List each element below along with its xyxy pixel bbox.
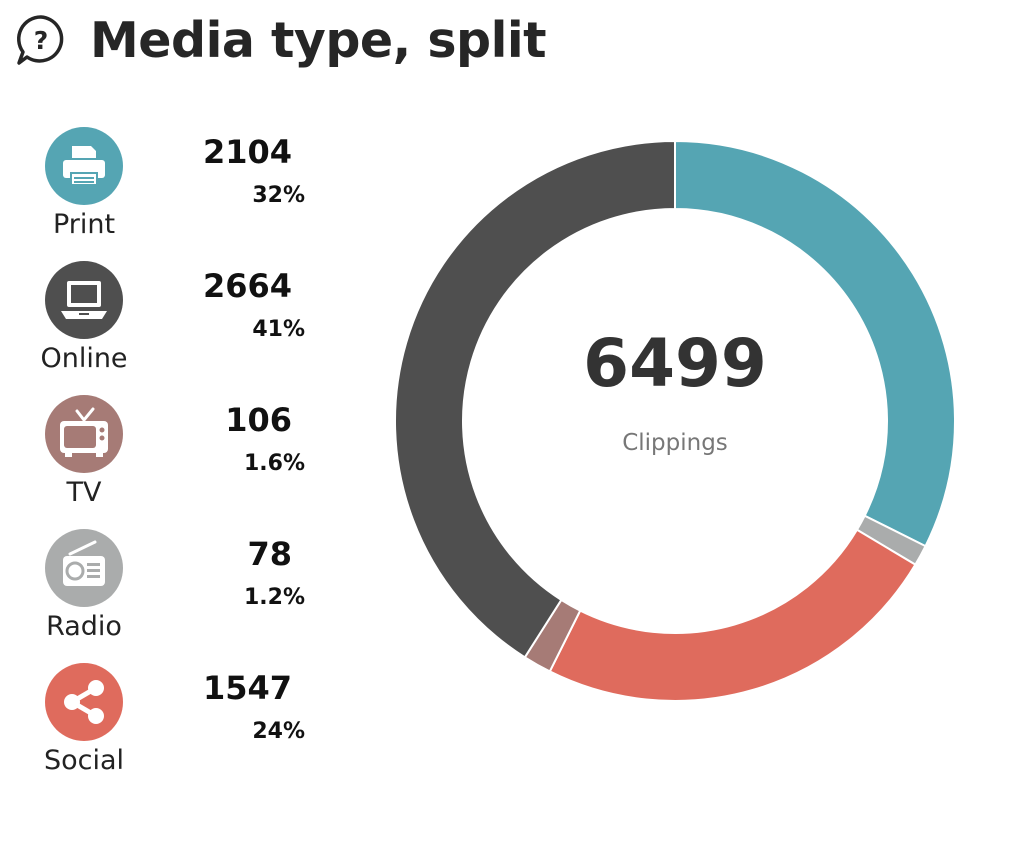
legend-label: Radio: [46, 611, 122, 642]
header: ? Media type, split: [14, 10, 547, 70]
legend-count: 106: [225, 401, 292, 439]
help-icon[interactable]: ?: [14, 13, 68, 67]
legend-label: Print: [52, 209, 116, 240]
legend-label: TV: [66, 477, 102, 508]
legend-item-online: Online 2664 41%: [0, 261, 340, 391]
donut-slice-online[interactable]: [394, 139, 676, 659]
legend-label: Online: [40, 343, 128, 374]
printer-icon: [45, 127, 123, 205]
radio-icon: [45, 529, 123, 607]
donut-chart: 6499 Clippings: [380, 126, 970, 716]
svg-text:?: ?: [34, 26, 49, 55]
laptop-icon: [45, 261, 123, 339]
legend-label: Social: [43, 745, 125, 776]
total-clippings-label: Clippings: [622, 430, 728, 456]
legend-item-radio: Radio 78 1.2%: [0, 529, 340, 659]
legend-percentage: 1.2%: [243, 585, 305, 610]
share-icon: [45, 663, 123, 741]
legend-item-tv: TV 106 1.6%: [0, 395, 340, 525]
legend-count: 1547: [202, 669, 292, 707]
legend-item-print: Print 2104 32%: [0, 127, 340, 257]
donut-slice-print[interactable]: [674, 139, 956, 548]
legend-count: 78: [247, 535, 292, 573]
legend-percentage: 24%: [252, 719, 305, 744]
tv-icon: [45, 395, 123, 473]
donut-chart-svg: 6499 Clippings: [394, 139, 956, 702]
legend-item-social: Social 1547 24%: [0, 663, 340, 793]
legend-count: 2104: [202, 133, 292, 171]
legend-count: 2664: [202, 267, 292, 305]
donut-slices: [394, 139, 956, 702]
media-type-legend: Print 2104 32% Online 2664 41% TV 106 1.…: [0, 0, 360, 858]
legend-percentage: 32%: [252, 183, 305, 208]
total-clippings-value: 6499: [583, 325, 767, 402]
donut-slice-social[interactable]: [548, 528, 917, 702]
page-title: Media type, split: [90, 11, 547, 69]
legend-percentage: 41%: [252, 317, 305, 342]
legend-percentage: 1.6%: [243, 451, 305, 476]
